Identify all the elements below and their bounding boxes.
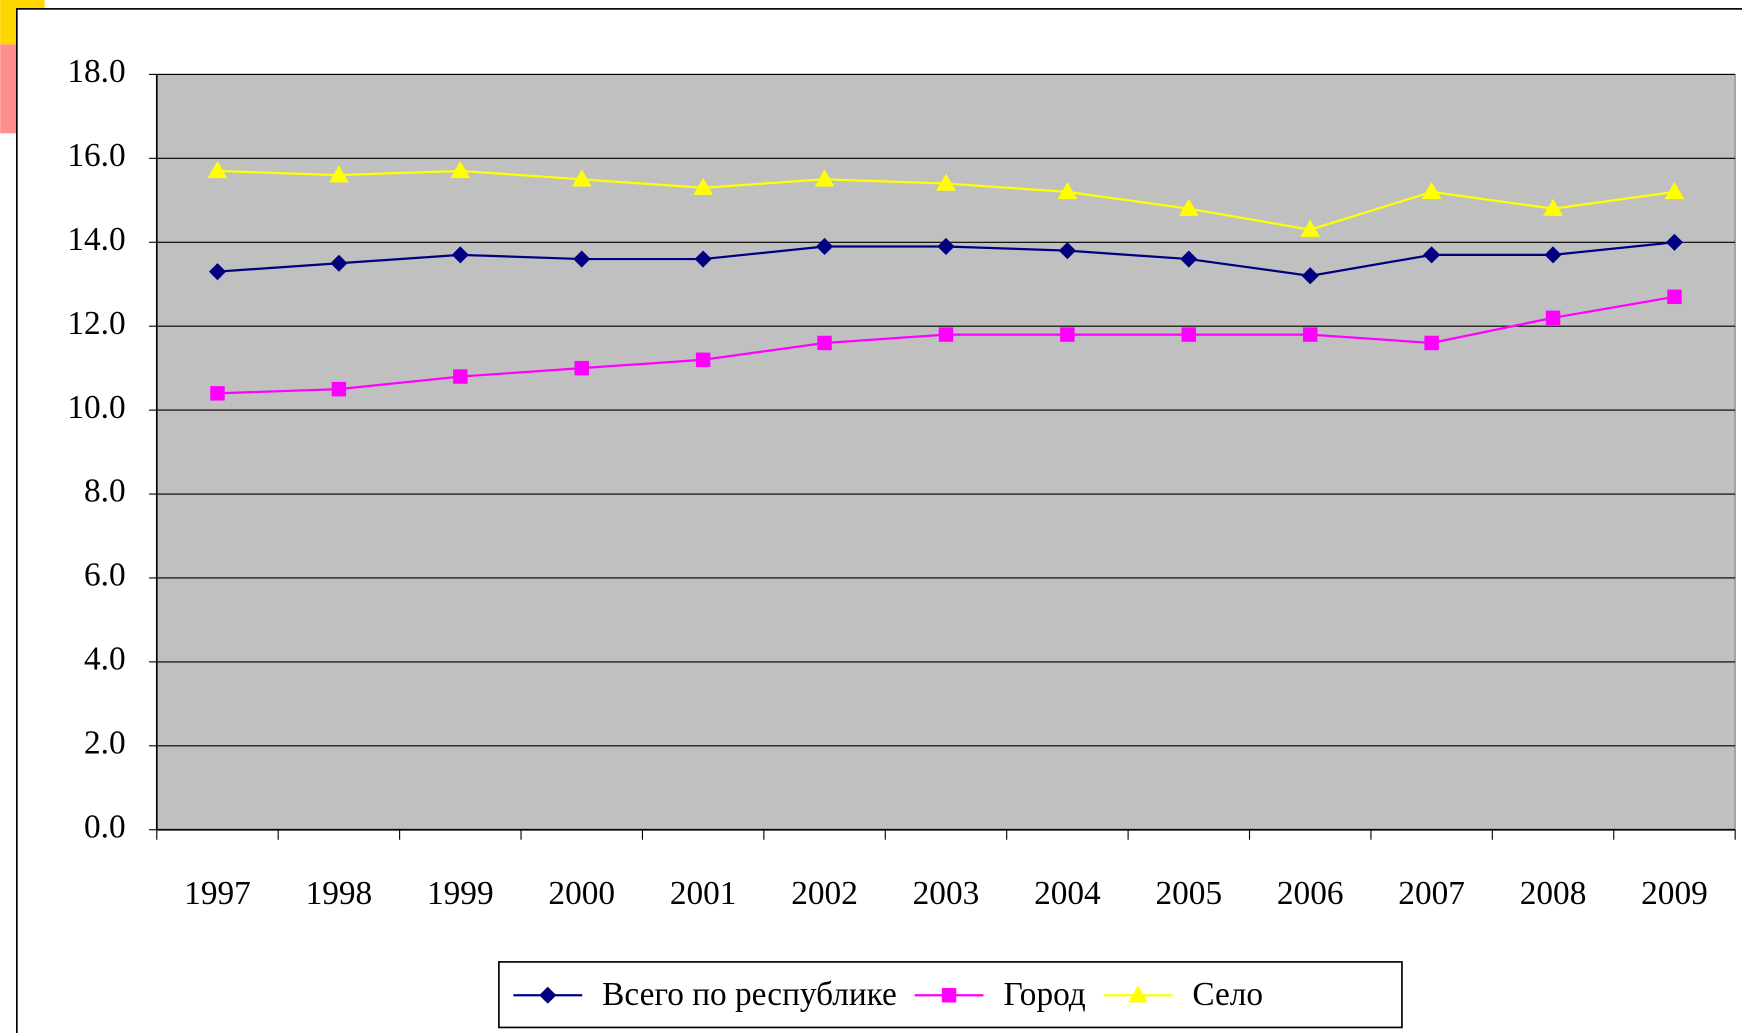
x-tick-label: 1998 bbox=[306, 875, 373, 912]
data-point bbox=[1424, 335, 1439, 351]
data-point bbox=[451, 246, 469, 264]
data-point bbox=[693, 177, 713, 195]
data-point bbox=[573, 250, 591, 268]
data-point bbox=[1180, 250, 1198, 268]
data-point bbox=[938, 327, 954, 342]
x-tick-label: 1997 bbox=[184, 875, 251, 912]
data-point bbox=[817, 335, 832, 351]
y-tick-label: 2.0 bbox=[84, 724, 126, 761]
x-tick-label: 2006 bbox=[1277, 875, 1344, 912]
data-point bbox=[1423, 246, 1441, 264]
data-point bbox=[574, 360, 589, 376]
x-tick-label: 1999 bbox=[427, 875, 494, 912]
x-tick-label: 2000 bbox=[548, 875, 615, 912]
y-tick-label: 14.0 bbox=[67, 221, 125, 258]
y-tick-label: 0.0 bbox=[84, 808, 126, 845]
data-point bbox=[1667, 289, 1682, 305]
legend-label: Город bbox=[1003, 976, 1085, 1013]
data-point bbox=[1545, 310, 1561, 326]
data-point bbox=[814, 169, 835, 187]
x-tick-label: 2004 bbox=[1034, 875, 1101, 912]
y-tick-label: 4.0 bbox=[84, 641, 126, 678]
y-tick-label: 12.0 bbox=[67, 305, 125, 342]
data-point bbox=[1543, 198, 1563, 216]
y-tick-label: 6.0 bbox=[84, 557, 126, 594]
data-point bbox=[208, 263, 227, 281]
data-point bbox=[695, 352, 711, 367]
legend-marker bbox=[1128, 985, 1148, 1003]
y-tick-label: 16.0 bbox=[67, 137, 125, 174]
data-point bbox=[210, 386, 225, 401]
data-point bbox=[1058, 242, 1076, 260]
data-point bbox=[1057, 181, 1078, 200]
decoration bbox=[0, 44, 17, 134]
plot-area bbox=[156, 73, 1736, 831]
data-point bbox=[450, 160, 471, 179]
data-point bbox=[1181, 327, 1197, 342]
y-tick-label: 10.0 bbox=[67, 389, 125, 426]
legend-label: Село bbox=[1192, 976, 1263, 1013]
data-point bbox=[331, 381, 347, 397]
legend-label: Всего по республике bbox=[602, 976, 897, 1013]
data-point bbox=[1060, 327, 1075, 342]
data-point bbox=[1302, 327, 1318, 342]
x-tick-label: 2005 bbox=[1155, 875, 1222, 912]
data-point bbox=[694, 250, 712, 268]
data-point bbox=[1664, 181, 1685, 200]
data-point bbox=[330, 254, 348, 272]
data-point bbox=[571, 169, 592, 187]
x-tick-label: 2002 bbox=[791, 875, 858, 912]
x-tick-label: 2001 bbox=[670, 875, 737, 912]
data-point bbox=[937, 237, 955, 256]
legend-marker bbox=[941, 988, 957, 1003]
y-tick-label: 18.0 bbox=[67, 53, 125, 90]
data-point bbox=[329, 165, 349, 183]
data-point bbox=[207, 160, 228, 179]
data-point bbox=[936, 173, 956, 191]
data-point bbox=[1665, 233, 1684, 251]
data-point bbox=[1301, 267, 1319, 285]
x-tick-label: 2008 bbox=[1520, 875, 1587, 912]
data-point bbox=[1178, 198, 1199, 216]
y-tick-label: 8.0 bbox=[84, 473, 126, 510]
x-tick-label: 2009 bbox=[1641, 875, 1708, 912]
legend-marker bbox=[539, 986, 557, 1004]
data-point bbox=[1421, 181, 1442, 200]
x-tick-label: 2007 bbox=[1398, 875, 1465, 912]
data-point bbox=[1300, 219, 1321, 237]
data-point bbox=[816, 237, 834, 256]
x-tick-label: 2003 bbox=[913, 875, 980, 912]
data-point bbox=[453, 369, 468, 384]
data-point bbox=[1544, 246, 1562, 264]
